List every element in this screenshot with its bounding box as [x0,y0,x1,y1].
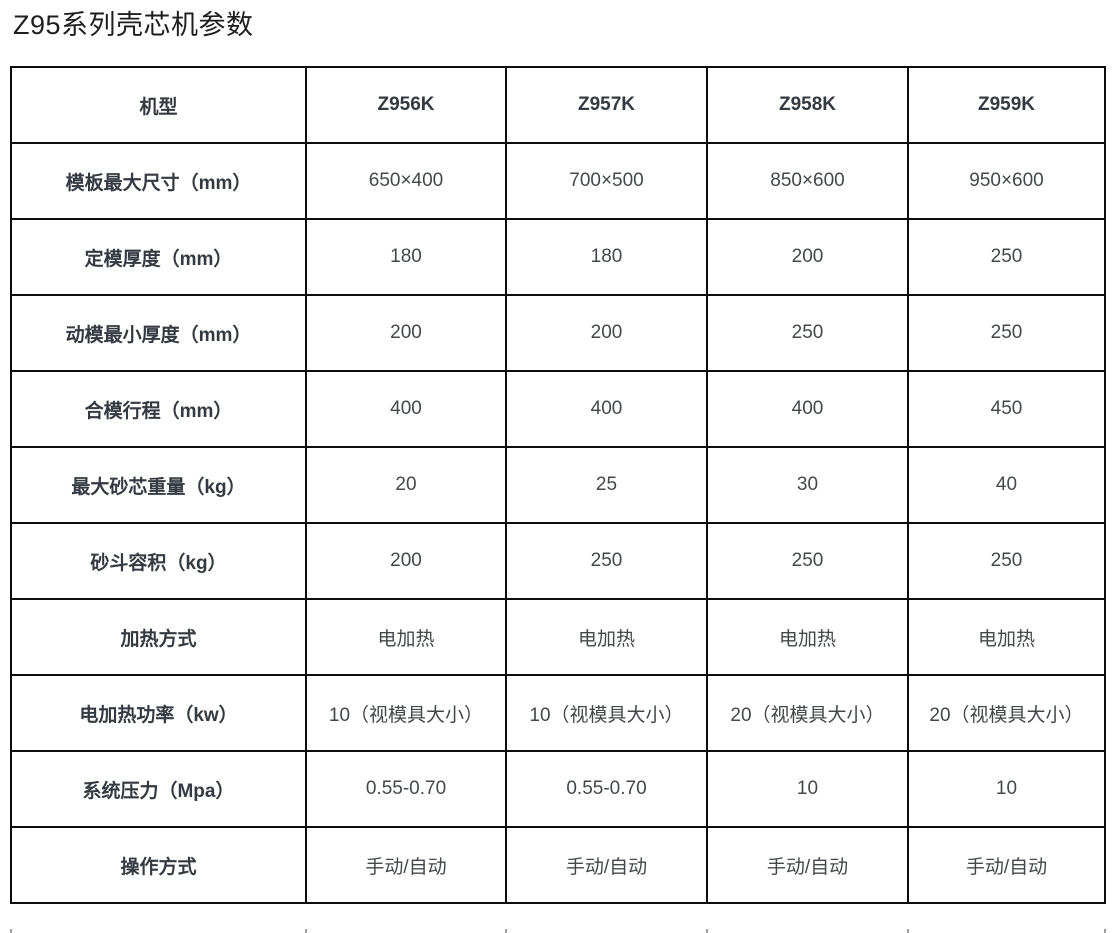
table-row: 合模行程（mm） 400 400 400 450 [10,370,1106,448]
row-label: 合模行程（mm） [10,370,307,448]
table-row: 电加热功率（kw） 10（视模具大小） 10（视模具大小） 20（视模具大小） 20（视… [10,674,1106,752]
value-cell: 700×500 [505,142,708,220]
value-cell: 20（视模具大小） [706,674,909,752]
header-cell-model: Z959K [907,66,1106,144]
value-cell: 手动/自动 [505,826,708,904]
value-cell: 200 [305,522,507,600]
value-cell: 850×600 [706,142,909,220]
row-label: 定模厚度（mm） [10,218,307,296]
value-cell: 10（视模具大小） [505,674,708,752]
value-cell: 电加热 [305,598,507,676]
cropped-border-stub [706,929,708,933]
value-cell: 180 [305,218,507,296]
table-row: 动模最小厚度（mm） 200 200 250 250 [10,294,1106,372]
table-row: 最大砂芯重量（kg） 20 25 30 40 [10,446,1106,524]
spec-table-header: 机型 Z956K Z957K Z958K Z959K [10,66,1106,144]
table-row: 系统压力（Mpa） 0.55-0.70 0.55-0.70 10 10 [10,750,1106,828]
table-row: 加热方式 电加热 电加热 电加热 电加热 [10,598,1106,676]
value-cell: 400 [706,370,909,448]
cropped-border-stub [505,929,507,933]
spec-table-body: 模板最大尺寸（mm） 650×400 700×500 850×600 950×600 定模… [10,142,1106,904]
row-label: 砂斗容积（kg） [10,522,307,600]
value-cell: 250 [505,522,708,600]
value-cell: 30 [706,446,909,524]
cropped-next-row [0,929,1118,933]
value-cell: 25 [505,446,708,524]
value-cell: 20（视模具大小） [907,674,1106,752]
value-cell: 400 [505,370,708,448]
row-label: 模板最大尺寸（mm） [10,142,307,220]
value-cell: 250 [907,218,1106,296]
row-label: 操作方式 [10,826,307,904]
value-cell: 250 [907,294,1106,372]
header-cell-label: 机型 [10,66,307,144]
value-cell: 200 [305,294,507,372]
value-cell: 0.55-0.70 [305,750,507,828]
value-cell: 450 [907,370,1106,448]
header-cell-model: Z956K [305,66,507,144]
value-cell: 200 [706,218,909,296]
table-row: 定模厚度（mm） 180 180 200 250 [10,218,1106,296]
value-cell: 10（视模具大小） [305,674,507,752]
value-cell: 手动/自动 [305,826,507,904]
value-cell: 20 [305,446,507,524]
value-cell: 40 [907,446,1106,524]
table-row: 操作方式 手动/自动 手动/自动 手动/自动 手动/自动 [10,826,1106,904]
row-label: 加热方式 [10,598,307,676]
row-label: 系统压力（Mpa） [10,750,307,828]
value-cell: 手动/自动 [706,826,909,904]
header-cell-model: Z958K [706,66,909,144]
cropped-border-stub [10,929,12,933]
cropped-border-stub [1104,929,1106,933]
value-cell: 0.55-0.70 [505,750,708,828]
value-cell: 250 [907,522,1106,600]
row-label: 电加热功率（kw） [10,674,307,752]
header-cell-model: Z957K [505,66,708,144]
value-cell: 400 [305,370,507,448]
spec-table: 机型 Z956K Z957K Z958K Z959K 模板最大尺寸（mm） 650×400… [10,66,1106,904]
value-cell: 手动/自动 [907,826,1106,904]
row-label: 最大砂芯重量（kg） [10,446,307,524]
value-cell: 10 [706,750,909,828]
value-cell: 10 [907,750,1106,828]
table-row: 模板最大尺寸（mm） 650×400 700×500 850×600 950×600 [10,142,1106,220]
value-cell: 950×600 [907,142,1106,220]
value-cell: 电加热 [505,598,708,676]
value-cell: 180 [505,218,708,296]
value-cell: 200 [505,294,708,372]
header-row: 机型 Z956K Z957K Z958K Z959K [10,66,1106,144]
value-cell: 电加热 [907,598,1106,676]
table-row: 砂斗容积（kg） 200 250 250 250 [10,522,1106,600]
value-cell: 电加热 [706,598,909,676]
value-cell: 650×400 [305,142,507,220]
value-cell: 250 [706,522,909,600]
value-cell: 250 [706,294,909,372]
cropped-border-stub [907,929,909,933]
cropped-border-stub [305,929,307,933]
page-title: Z95系列壳芯机参数 [13,10,254,40]
row-label: 动模最小厚度（mm） [10,294,307,372]
